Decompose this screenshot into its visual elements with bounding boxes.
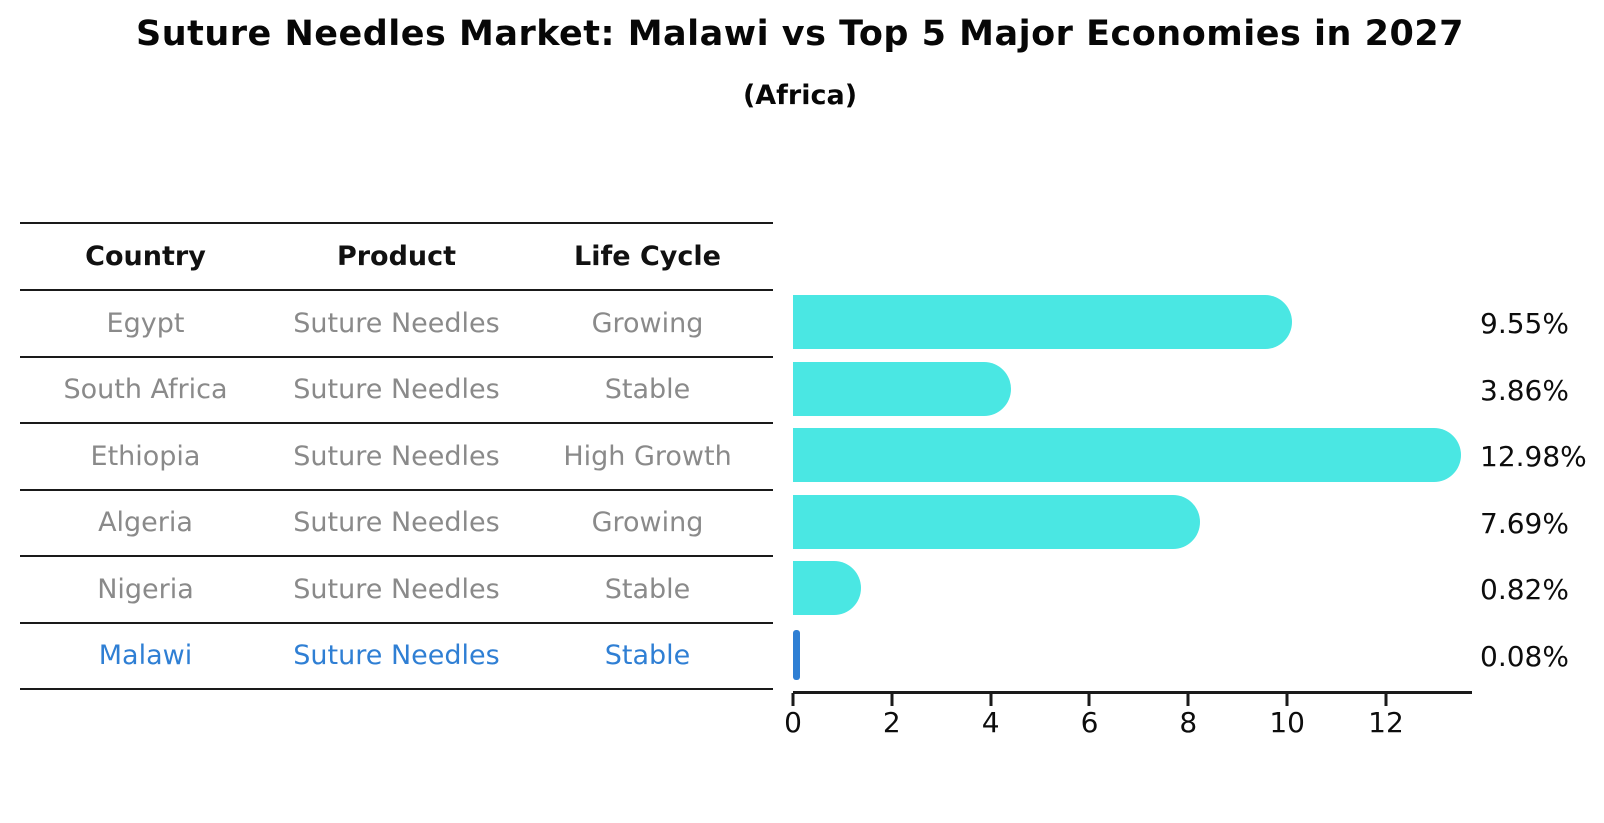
table-cell-life-cycle: Stable xyxy=(604,374,691,406)
table-row: Egypt Suture Needles Growing xyxy=(20,291,773,358)
x-axis-tick xyxy=(890,693,894,706)
table-row: Malawi Suture Needles Stable xyxy=(20,624,773,690)
table-cell-life-cycle: Stable xyxy=(604,640,691,672)
table-cell-country: Ethiopia xyxy=(90,440,201,472)
x-axis-tick-label: 10 xyxy=(1269,706,1305,739)
table-cell-country: Algeria xyxy=(98,507,193,539)
x-axis-tick xyxy=(989,693,993,706)
table-cell-product: Suture Needles xyxy=(293,374,500,406)
x-axis-tick xyxy=(1384,693,1388,706)
bar-south-africa xyxy=(793,361,1011,416)
value-label: 0.82% xyxy=(1480,573,1569,607)
table-cell-country: Egypt xyxy=(106,307,185,339)
column-header-life-cycle: Life Cycle xyxy=(574,241,721,272)
table-cell-product: Suture Needles xyxy=(293,640,500,672)
table-row: South Africa Suture Needles Stable xyxy=(20,358,773,424)
x-axis-tick xyxy=(1186,693,1190,706)
table-cell-life-cycle: High Growth xyxy=(563,440,732,472)
table-header-row: Country Product Life Cycle xyxy=(20,224,773,291)
value-label: 0.08% xyxy=(1480,639,1569,673)
table-cell-product: Suture Needles xyxy=(293,573,500,605)
bar-malawi-highlight xyxy=(793,630,800,680)
table-row: Nigeria Suture Needles Stable xyxy=(20,557,773,624)
country-table: Country Product Life Cycle Egypt Suture N… xyxy=(20,222,773,690)
x-axis-tick-label: 0 xyxy=(784,706,802,739)
table-cell-product: Suture Needles xyxy=(293,440,500,472)
column-header-product: Product xyxy=(336,241,457,272)
value-label: 9.55% xyxy=(1480,306,1569,340)
table-cell-life-cycle: Growing xyxy=(591,507,704,539)
x-axis-tick-label: 2 xyxy=(882,706,901,739)
table-cell-country: Malawi xyxy=(98,640,193,672)
bar-nigeria xyxy=(793,561,861,616)
value-label: 7.69% xyxy=(1480,506,1569,540)
value-label: 3.86% xyxy=(1480,373,1569,407)
value-label: 12.98% xyxy=(1480,440,1587,474)
table-row: Ethiopia Suture Needles High Growth xyxy=(20,424,773,491)
chart-title: Suture Needles Market: Malawi vs Top 5 M… xyxy=(135,14,1465,54)
x-axis-tick xyxy=(1087,693,1091,706)
column-header-country: Country xyxy=(85,241,206,272)
table-cell-country: South Africa xyxy=(63,374,228,406)
x-axis-tick-label: 6 xyxy=(1080,706,1099,739)
x-axis-line xyxy=(793,691,1472,694)
table-cell-product: Suture Needles xyxy=(293,307,500,339)
table-cell-life-cycle: Stable xyxy=(604,573,691,605)
table-cell-product: Suture Needles xyxy=(293,507,500,539)
table-cell-life-cycle: Growing xyxy=(591,307,704,339)
x-axis-tick-label: 8 xyxy=(1179,706,1198,739)
x-axis-tick-label: 4 xyxy=(981,706,1000,739)
bar-algeria xyxy=(793,494,1200,549)
bar-ethiopia xyxy=(793,428,1462,483)
table-cell-country: Nigeria xyxy=(97,573,194,605)
table-row: Algeria Suture Needles Growing xyxy=(20,491,773,557)
bar-egypt xyxy=(793,295,1292,349)
table-body: Egypt Suture Needles Growing South Africa Su… xyxy=(20,291,773,690)
chart-subtitle: (Africa) xyxy=(742,80,858,111)
x-axis-tick xyxy=(1285,693,1289,706)
x-axis-tick-label: 12 xyxy=(1368,706,1404,739)
x-axis-tick xyxy=(791,693,795,706)
